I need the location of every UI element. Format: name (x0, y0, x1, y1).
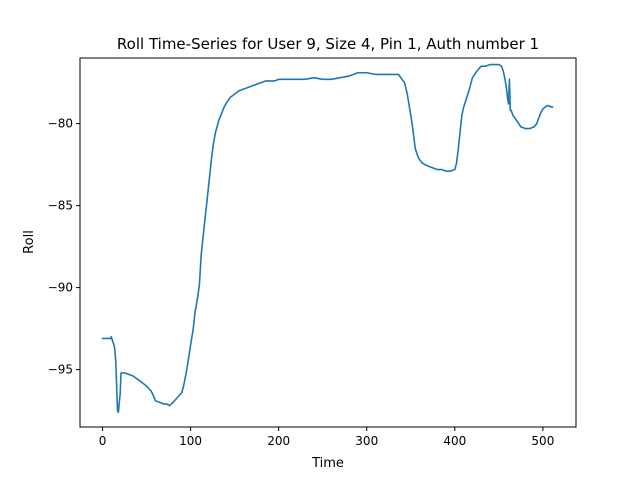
y-tick-label: −90 (48, 281, 73, 295)
x-tick-label: 400 (443, 434, 466, 448)
chart-title: Roll Time-Series for User 9, Size 4, Pin… (117, 35, 539, 53)
plot-frame (79, 57, 577, 428)
x-tick-label: 200 (267, 434, 290, 448)
x-tick-label: 0 (99, 434, 107, 448)
series-line (101, 63, 554, 414)
y-axis-label: Roll (22, 230, 37, 254)
y-tick-label: −85 (48, 199, 73, 213)
x-tick-label: 500 (531, 434, 554, 448)
series-layer (101, 63, 554, 414)
y-tick-label: −80 (48, 117, 73, 131)
axis-ticks: 0 100 200 300 400 500 −95 −90 −85 −80 (48, 117, 555, 448)
x-tick-label: 300 (355, 434, 378, 448)
x-tick-label: 100 (179, 434, 202, 448)
y-tick-label: −95 (48, 363, 73, 377)
x-axis-label: Time (311, 456, 344, 471)
